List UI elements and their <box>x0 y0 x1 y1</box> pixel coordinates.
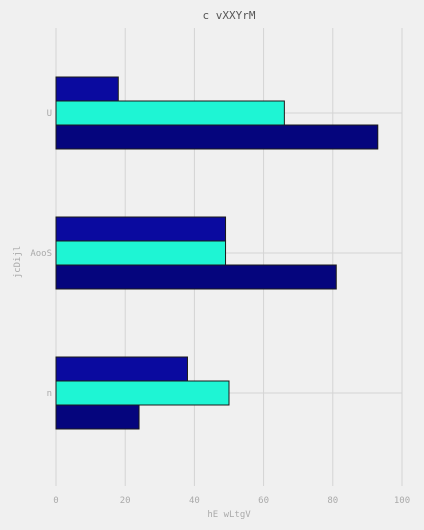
bar <box>55 380 230 406</box>
y-tick-label: AooS <box>30 249 52 259</box>
bar <box>55 240 227 266</box>
x-tick-labels: 0 20 40 60 80 100 <box>53 496 410 506</box>
bars <box>55 76 379 430</box>
x-tick-label: 20 <box>120 496 131 506</box>
x-tick-label: 80 <box>327 496 338 506</box>
x-tick-label: 100 <box>394 496 410 506</box>
bar <box>55 264 337 290</box>
bar <box>55 356 188 382</box>
y-tick-labels: U AooS n <box>30 109 52 399</box>
bar <box>55 124 379 150</box>
bar <box>55 100 285 126</box>
bar <box>55 216 227 242</box>
x-tick-label: 60 <box>258 496 269 506</box>
chart-title: c vXXYrM <box>203 9 256 22</box>
bar <box>55 76 119 102</box>
y-tick-label: n <box>47 389 52 399</box>
x-axis-label: hE wLtgV <box>207 510 251 520</box>
x-tick-label: 40 <box>189 496 200 506</box>
bar <box>55 404 140 430</box>
y-tick-label: U <box>47 109 52 119</box>
y-axis-label: jcDijl <box>13 246 23 279</box>
x-tick-label: 0 <box>53 496 58 506</box>
